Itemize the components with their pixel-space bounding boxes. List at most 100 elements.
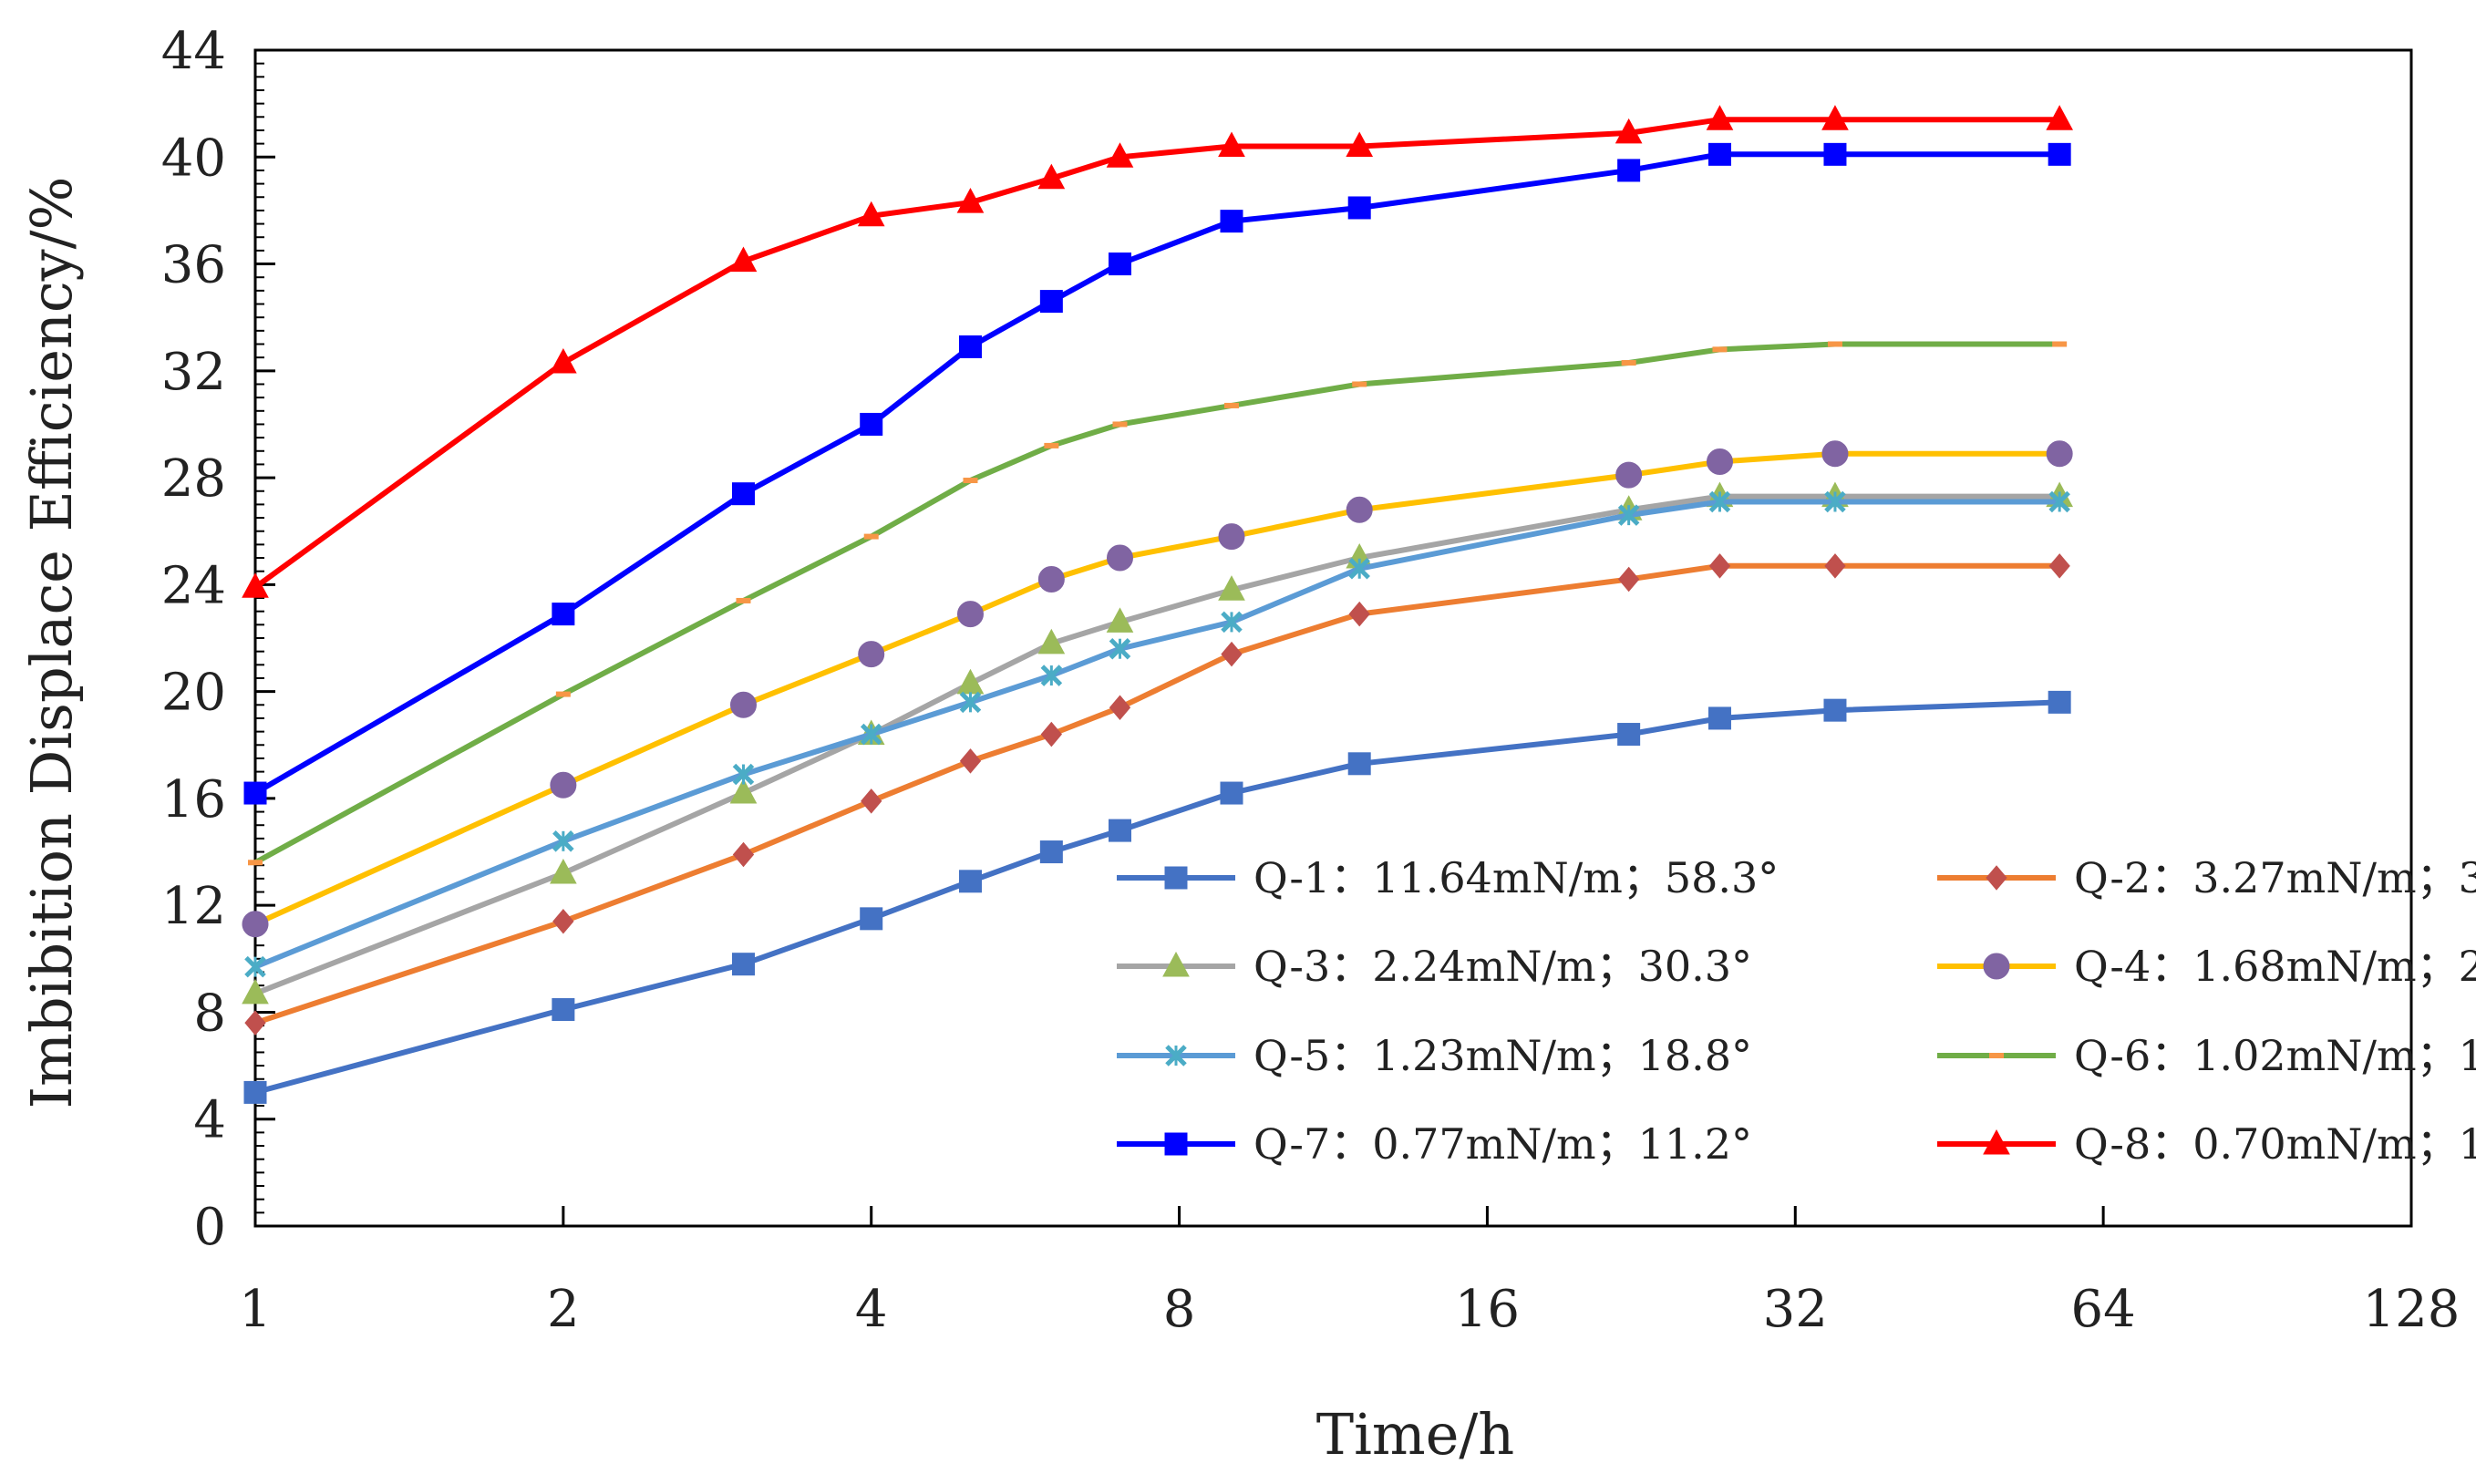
data-point [2048,553,2070,579]
data-point [860,907,883,931]
data-point [550,858,577,884]
legend-marker [1986,865,2007,891]
data-point [860,412,883,436]
data-point [1823,142,1847,166]
data-point [242,911,269,938]
data-point [1617,504,1640,526]
data-point [732,841,755,868]
data-point [244,1010,266,1036]
y-tick-label: 12 [161,877,226,936]
legend-marker [1983,953,2010,980]
y-tick-label: 44 [161,22,226,81]
y-tick-label: 28 [161,449,226,509]
y-tick-label: 40 [161,129,226,188]
data-point [1827,341,1842,347]
data-point [736,597,751,603]
series-line [253,117,2060,590]
data-point [552,830,574,852]
data-point [2052,341,2068,347]
series-line [253,151,2060,796]
data-point [555,691,571,697]
data-point [1109,637,1131,660]
legend-marker [1164,866,1188,890]
data-point [1348,601,1370,627]
data-point [1218,131,1245,158]
data-point [552,603,575,626]
data-point [1220,781,1243,805]
x-tick-label: 4 [855,1280,888,1339]
legend-item-6: Q-6：1.02mN/m；14.3° [1937,1031,2476,1080]
x-axis-title: Time/h [1316,1401,1514,1468]
data-point [1824,553,1846,579]
legend-item-5: Q-5：1.23mN/m；18.8° [1117,1031,1752,1080]
series-line [253,499,2060,970]
data-point [959,691,982,714]
data-point [2046,440,2073,468]
data-point [1109,695,1131,721]
data-point [1617,723,1641,747]
data-point [858,641,885,668]
data-point [958,335,982,358]
legend-marker [1164,1132,1188,1156]
data-point [1040,665,1063,686]
data-point [958,870,982,893]
data-point [1040,721,1063,747]
legend-item-4: Q-4：1.68mN/m；28.7° [1937,942,2476,991]
data-point [2046,105,2073,130]
data-point [729,691,757,718]
data-point [1112,421,1128,428]
data-point [1108,819,1131,842]
series-5 [244,490,2070,978]
y-tick-label: 32 [161,343,226,402]
series-4 [242,440,2073,938]
y-axis-title: Imbibition Displace Efficiency/% [18,177,85,1109]
data-point [1346,496,1373,523]
data-point [956,601,984,628]
series-line [254,699,2060,1096]
y-tick-label: 8 [193,984,226,1043]
data-point [1615,118,1643,144]
data-point [2048,690,2071,714]
series-6 [248,341,2068,866]
legend-label: Q-1：11.64mN/m；58.3° [1253,853,1779,902]
legend-label: Q-3：2.24mN/m；30.3° [1253,942,1752,991]
data-point [1821,105,1849,130]
data-point [550,771,577,799]
data-point [244,955,266,978]
data-point [1221,611,1243,634]
data-point [1346,131,1374,158]
y-tick-label: 4 [193,1091,226,1150]
data-point [1823,698,1847,722]
data-point [732,763,755,786]
data-point [729,778,758,804]
series-7 [243,142,2071,805]
data-point [729,246,758,273]
data-point [1615,461,1643,489]
legend-item-3: Q-3：2.24mN/m；30.3° [1117,942,1752,991]
y-tick-label: 16 [161,770,226,830]
x-tick-label: 16 [1455,1280,1520,1339]
data-point [1712,346,1728,353]
data-point [959,748,982,774]
data-point [1106,607,1134,633]
legend-label: Q-7：0.77mN/m；11.2° [1253,1119,1752,1169]
data-point [956,188,985,213]
data-point [1039,840,1063,864]
legend-label: Q-4：1.68mN/m；28.7° [2074,942,2476,991]
data-point [552,908,574,934]
data-point [861,788,882,814]
series-line [253,341,2060,865]
data-point [1218,575,1245,601]
data-point [1617,159,1641,182]
x-tick-label: 2 [547,1280,580,1339]
x-tick-label: 128 [2363,1280,2461,1339]
data-point [242,572,269,598]
data-point [1821,440,1849,468]
x-tick-label: 64 [2071,1280,2136,1339]
data-point [1617,566,1640,593]
data-point [857,201,885,227]
data-point [1037,566,1065,593]
